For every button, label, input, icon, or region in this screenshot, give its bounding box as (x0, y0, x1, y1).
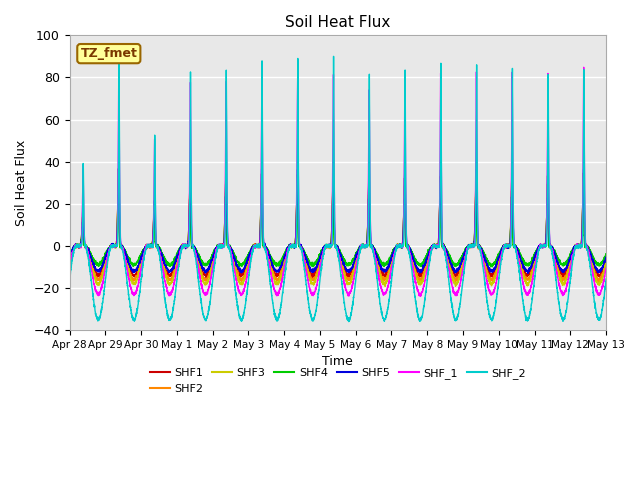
SHF4 (428, 244, 436, 250)
SHF5 (488, 267, 496, 273)
SHF1 (602, 257, 609, 263)
SHF4 (458, 255, 466, 261)
SHF5 (458, 258, 466, 264)
SHF5 (66, 254, 74, 260)
SHF3 (66, 259, 74, 265)
SHF5 (602, 255, 609, 261)
SHF3 (458, 264, 466, 270)
SHF1 (602, 257, 610, 263)
SHF4 (162, 258, 170, 264)
SHF4 (318, 247, 326, 252)
SHF1 (489, 275, 497, 280)
Title: Soil Heat Flux: Soil Heat Flux (285, 15, 390, 30)
Y-axis label: Soil Heat Flux: Soil Heat Flux (15, 140, 28, 226)
SHF2 (416, 279, 424, 285)
SHF3 (602, 262, 610, 267)
SHF2 (163, 272, 170, 278)
SHF_1 (489, 291, 497, 297)
SHF3 (489, 280, 497, 286)
SHF_2 (66, 276, 74, 282)
SHF1 (115, 166, 122, 172)
SHF3 (381, 284, 389, 289)
SHF1 (202, 275, 210, 280)
SHF_1 (429, 245, 436, 251)
SHF2 (602, 262, 609, 267)
SHF4 (602, 252, 610, 258)
SHF_2 (330, 53, 337, 59)
Text: TZ_fmet: TZ_fmet (81, 47, 137, 60)
SHF1 (318, 251, 326, 257)
SHF2 (318, 250, 326, 255)
Line: SHF3: SHF3 (70, 187, 606, 287)
SHF_2 (429, 245, 436, 251)
Line: SHF_1: SHF_1 (70, 66, 606, 297)
SHF2 (602, 259, 610, 265)
SHF3 (318, 252, 326, 258)
SHF3 (602, 264, 609, 269)
SHF2 (115, 177, 122, 182)
SHF_2 (345, 319, 353, 324)
SHF3 (115, 184, 122, 190)
SHF_2 (458, 284, 466, 290)
SHF1 (458, 260, 466, 266)
SHF2 (458, 262, 466, 268)
Line: SHF1: SHF1 (70, 169, 606, 277)
SHF_2 (602, 281, 609, 287)
SHF_1 (66, 265, 74, 271)
SHF_1 (458, 271, 466, 277)
SHF_2 (162, 304, 170, 310)
SHF2 (429, 244, 436, 250)
SHF4 (602, 253, 609, 259)
SHF1 (429, 243, 436, 249)
SHF3 (429, 245, 436, 251)
SHF1 (66, 256, 74, 262)
SHF5 (330, 165, 337, 171)
SHF2 (489, 277, 497, 283)
SHF_2 (602, 276, 610, 282)
SHF3 (163, 275, 170, 280)
SHF5 (162, 264, 170, 270)
X-axis label: Time: Time (323, 355, 353, 369)
SHF_2 (489, 317, 497, 323)
SHF_1 (318, 255, 326, 261)
Line: SHF5: SHF5 (70, 168, 606, 273)
Line: SHF_2: SHF_2 (70, 56, 606, 322)
SHF2 (66, 259, 74, 264)
SHF_1 (602, 267, 609, 273)
SHF4 (66, 251, 74, 257)
SHF4 (487, 264, 495, 270)
Line: SHF2: SHF2 (70, 180, 606, 282)
Legend: SHF1, SHF2, SHF3, SHF4, SHF5, SHF_1, SHF_2: SHF1, SHF2, SHF3, SHF4, SHF5, SHF_1, SHF… (145, 364, 531, 398)
SHF_1 (417, 294, 424, 300)
SHF_1 (163, 284, 170, 290)
SHF_1 (602, 265, 610, 271)
SHF5 (428, 244, 436, 250)
SHF1 (163, 268, 170, 274)
SHF5 (318, 251, 326, 257)
Line: SHF4: SHF4 (70, 195, 606, 267)
SHF5 (524, 270, 532, 276)
SHF5 (602, 256, 610, 262)
SHF4 (257, 192, 265, 198)
SHF4 (489, 261, 497, 267)
SHF_2 (318, 262, 326, 267)
SHF_1 (115, 63, 123, 69)
